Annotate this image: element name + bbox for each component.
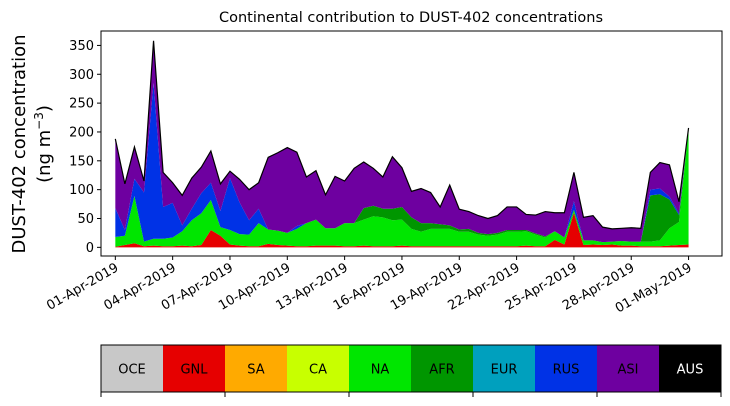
y-tick-label: 300 xyxy=(69,68,94,83)
legend-swatch-rus xyxy=(535,345,598,392)
y-tick-label: 100 xyxy=(69,183,94,198)
y-tick-label: 200 xyxy=(69,125,94,140)
legend-label-ca: CA xyxy=(309,363,327,378)
legend-swatch-oce xyxy=(101,345,164,392)
legend-label-asi: ASI xyxy=(618,363,639,378)
legend-swatch-ca xyxy=(287,345,350,392)
legend-label-eur: EUR xyxy=(491,363,518,378)
legend-label-na: NA xyxy=(371,363,390,378)
legend-label-sa: SA xyxy=(247,363,264,378)
legend-frame xyxy=(100,344,722,393)
y-axis-label-line2: (ng m−3) xyxy=(32,105,55,183)
legend-swatch-asi xyxy=(597,345,660,392)
y-axis-label-unit-prefix: (ng m xyxy=(34,130,55,183)
y-axis-label-line1: DUST-402 concentration xyxy=(9,34,30,253)
legend-label-afr: AFR xyxy=(429,363,454,378)
legend-colorbar: OCE GNL SA CA NA AFR EUR RUS ASI AUS xyxy=(100,344,722,397)
chart-title: Continental contribution to DUST-402 con… xyxy=(219,10,603,26)
area-na xyxy=(115,129,689,247)
legend-swatch-afr xyxy=(411,345,474,392)
area-gnl xyxy=(115,212,689,248)
area-asi xyxy=(115,40,689,243)
y-tick-label: 50 xyxy=(77,212,94,227)
legend-swatch-gnl xyxy=(163,345,226,392)
stacked-areas xyxy=(114,40,690,248)
legend-label-rus: RUS xyxy=(553,363,580,378)
legend-swatch-sa xyxy=(225,345,288,392)
y-tick-label: 150 xyxy=(69,154,94,169)
y-axis-label-unit-exponent: −3 xyxy=(32,112,46,130)
y-axis-label-unit-suffix: ) xyxy=(34,105,55,112)
legend-swatch-eur xyxy=(473,345,536,392)
y-tick-label: 350 xyxy=(69,39,94,54)
legend-label-oce: OCE xyxy=(118,363,146,378)
plot-frame xyxy=(100,30,723,257)
legend-label-aus: AUS xyxy=(677,363,704,378)
legend-swatch-aus xyxy=(659,345,722,392)
legend-swatch-na xyxy=(349,345,412,392)
total-outline xyxy=(114,40,690,230)
legend-label-gnl: GNL xyxy=(180,363,208,378)
area-rus xyxy=(115,82,689,243)
y-tick-label: 0 xyxy=(86,241,94,256)
area-afr xyxy=(115,129,689,243)
y-tick-label: 250 xyxy=(69,97,94,112)
